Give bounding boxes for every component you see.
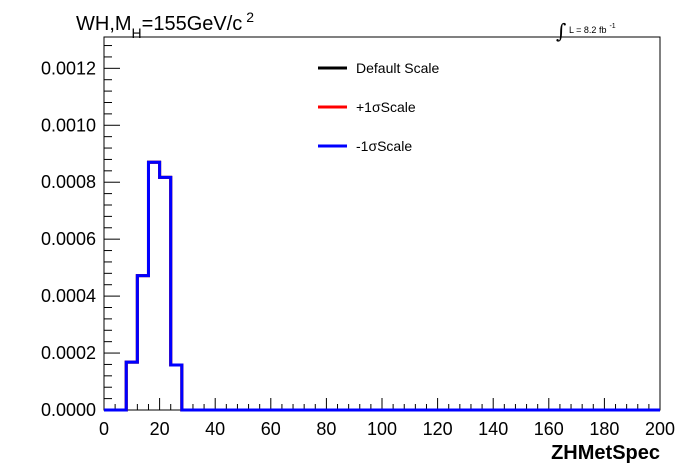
y-tick-label: 0.0004 [41, 286, 96, 306]
x-tick-label: 160 [534, 419, 564, 439]
x-tick-label: 100 [367, 419, 397, 439]
x-tick-label: 180 [589, 419, 619, 439]
lumi-label: L = 8.2 fb -1 [569, 23, 616, 35]
x-tick-label: 20 [150, 419, 170, 439]
plot-border [103, 36, 661, 411]
x-tick-label: 0 [99, 419, 109, 439]
x-tick-label: 40 [205, 419, 225, 439]
series-layer [104, 160, 660, 412]
series-line-2 [104, 160, 660, 412]
x-tick-label: 120 [423, 419, 453, 439]
x-tick-label: 140 [478, 419, 508, 439]
legend-entry: +1σScale [356, 99, 416, 115]
y-tick-label: 0.0000 [41, 400, 96, 420]
legend-entry: -1σScale [356, 138, 412, 154]
y-tick-label: 0.0006 [41, 229, 96, 249]
y-tick-label: 0.0010 [41, 115, 96, 135]
y-tick-label: 0.0002 [41, 343, 96, 363]
x-axis-title: ZHMetSpec [551, 442, 660, 464]
chart-title: WH,MH=155GeV/c 2 [76, 9, 254, 41]
x-tick-label: 200 [645, 419, 675, 439]
series-line-0 [104, 160, 660, 412]
legend-entry: Default Scale [356, 60, 439, 76]
x-tick-label: 80 [316, 419, 336, 439]
plot-frame [103, 36, 661, 411]
y-axis: 0.0000 0.0002 0.0004 0.0006 0.0008 0.0010 0.00… [41, 45, 120, 420]
y-tick-label: 0.0012 [41, 58, 96, 78]
legend: Default Scale +1σScale -1σScale [318, 60, 439, 154]
x-tick-label: 60 [261, 419, 281, 439]
y-tick-label: 0.0008 [41, 172, 96, 192]
x-axis: 0 20 40 60 80 100 120 140 160 180 200 [99, 398, 675, 439]
series-line-1 [104, 160, 660, 412]
lumi-integral-icon: ∫ [556, 19, 566, 43]
